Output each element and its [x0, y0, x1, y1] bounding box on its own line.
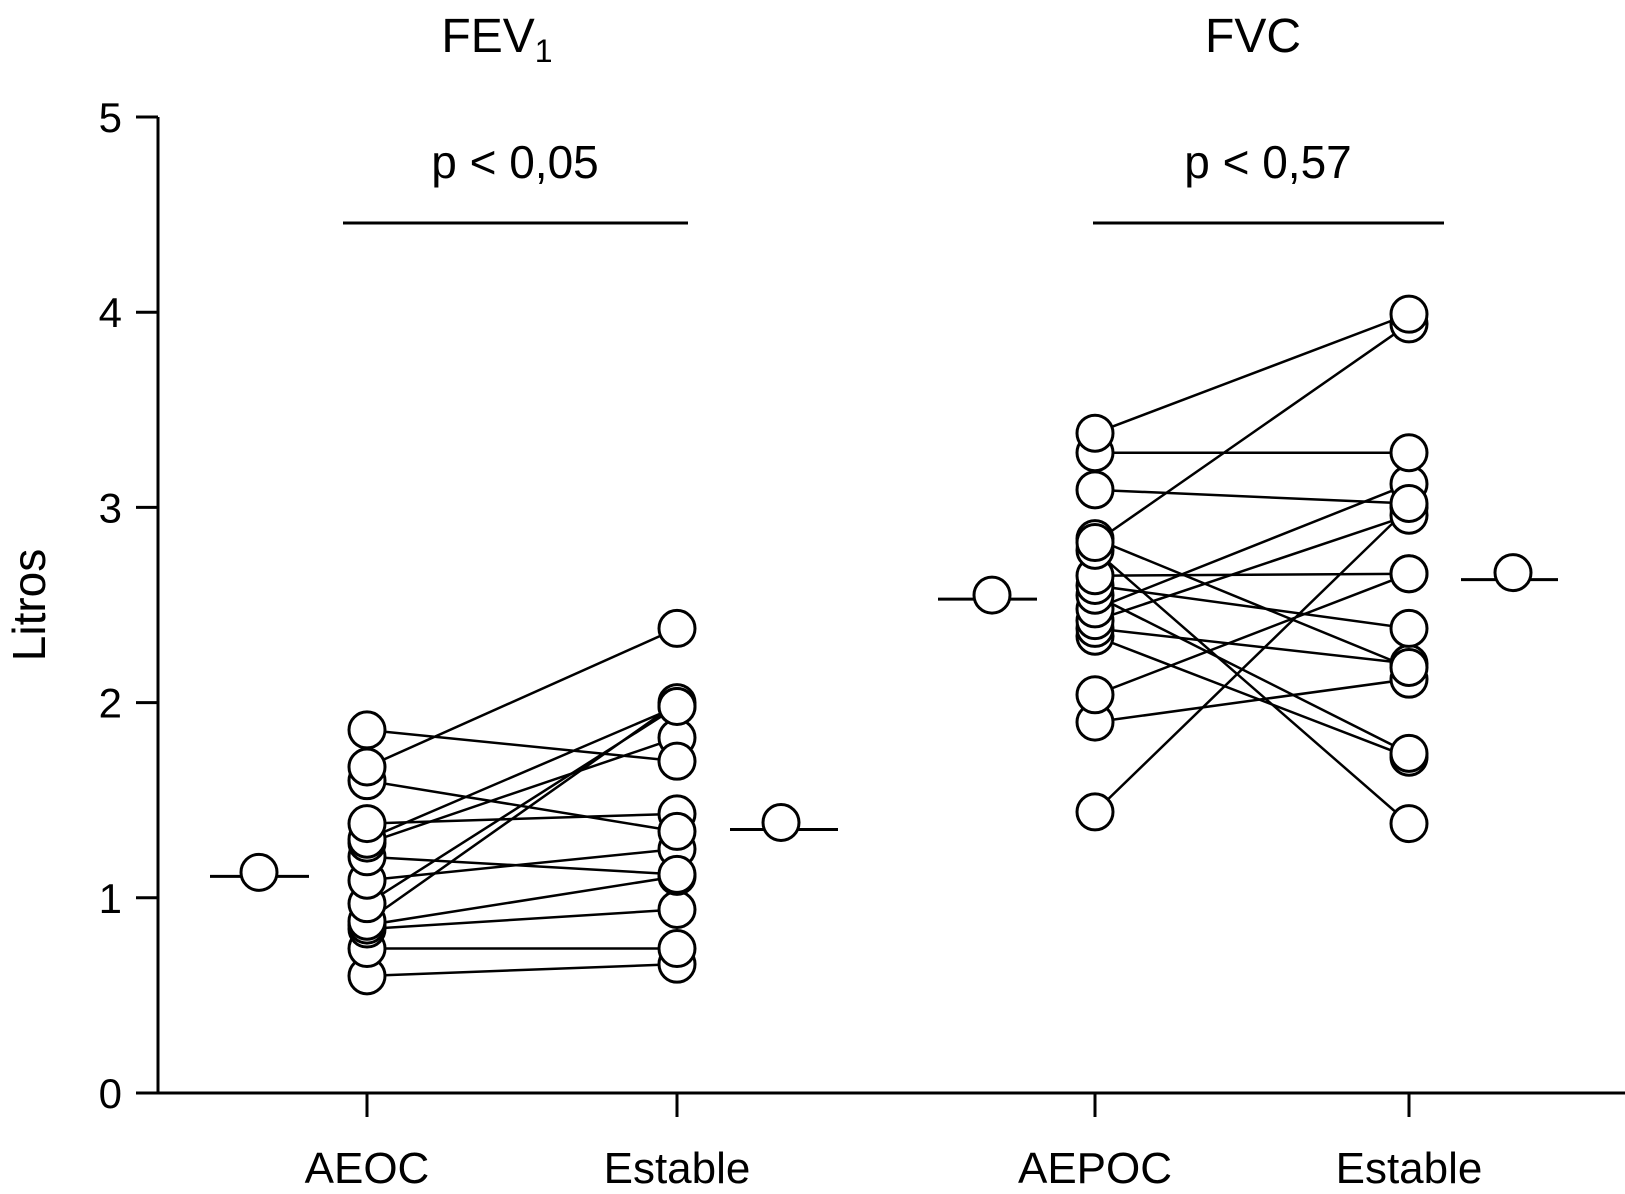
x-tick-label: Estable	[604, 1144, 751, 1193]
pair-line	[1094, 572, 1410, 577]
axes: 0 1 2 3 4 5 AEOC Estable AEPOC Estable	[99, 94, 1625, 1193]
point-right	[1389, 483, 1429, 523]
panels: FEV1 p < 0,05 FVC p < 0,57	[210, 10, 1558, 996]
point-right	[1389, 647, 1429, 687]
point-left	[1075, 523, 1115, 563]
pair-line	[366, 812, 678, 825]
point-left	[347, 804, 387, 844]
pair-line	[1094, 677, 1410, 724]
mean-marker-left	[239, 852, 279, 892]
point-right	[657, 854, 697, 894]
panel-title: FEV1	[441, 10, 552, 69]
pair-line	[1094, 506, 1410, 813]
point-right	[657, 929, 697, 969]
pair-line	[1094, 627, 1410, 665]
pair-line	[1094, 482, 1410, 611]
y-ticks: 0 1 2 3 4 5	[99, 94, 158, 1117]
pair-line	[366, 705, 678, 841]
pair-line	[1094, 514, 1410, 622]
point-right	[657, 687, 697, 727]
x-tick-label: Estable	[1336, 1144, 1483, 1193]
y-axis-label: Litros	[3, 549, 55, 661]
paired-lines	[366, 627, 678, 978]
point-left	[1075, 675, 1115, 715]
pair-line	[1094, 572, 1410, 696]
point-left	[347, 710, 387, 750]
y-tick-label: 5	[99, 94, 122, 141]
point-right	[657, 890, 697, 930]
pair-line	[366, 855, 678, 876]
points	[1075, 294, 1429, 844]
pair-line	[1094, 549, 1410, 825]
x-tick-label: AEOC	[305, 1144, 430, 1193]
points	[347, 608, 697, 996]
pair-line	[366, 875, 678, 927]
p-value-label: p < 0,05	[431, 136, 599, 188]
point-left	[1075, 413, 1115, 453]
panel-2: FVC p < 0,57	[938, 10, 1558, 844]
panel-1: FEV1 p < 0,05	[210, 10, 838, 996]
mean-marker-right	[761, 802, 801, 842]
x-tick-label: AEPOC	[1018, 1144, 1172, 1193]
y-tick-label: 4	[99, 289, 122, 336]
pair-line	[1094, 594, 1410, 755]
pair-line	[1094, 584, 1410, 630]
point-right	[1389, 433, 1429, 473]
point-right	[1389, 554, 1429, 594]
point-right	[657, 811, 697, 851]
pair-line	[1094, 488, 1410, 505]
point-right	[1389, 294, 1429, 334]
pair-line	[1094, 537, 1410, 669]
pair-line	[366, 627, 678, 769]
mean-marker-left	[972, 575, 1012, 615]
pair-line	[366, 962, 678, 978]
point-left	[1075, 792, 1115, 832]
pair-line	[1094, 312, 1410, 435]
pair-line	[366, 736, 678, 845]
y-tick-label: 0	[99, 1070, 122, 1117]
point-right	[1389, 733, 1429, 773]
x-ticks: AEOC Estable AEPOC Estable	[305, 1093, 1483, 1193]
paired-lines	[1094, 312, 1410, 825]
y-tick-label: 2	[99, 680, 122, 727]
point-right	[657, 741, 697, 781]
point-right	[657, 608, 697, 648]
point-left	[1075, 470, 1115, 510]
panel-title: FVC	[1205, 10, 1301, 63]
pair-line	[366, 908, 678, 931]
y-tick-label: 1	[99, 875, 122, 922]
point-right	[1389, 804, 1429, 844]
y-tick-label: 3	[99, 484, 122, 531]
mean-marker-right	[1493, 553, 1533, 593]
point-right	[1389, 608, 1429, 648]
pair-line	[366, 728, 678, 763]
pair-line	[366, 779, 678, 833]
pair-line	[1094, 635, 1410, 759]
point-left	[347, 747, 387, 787]
pair-line	[1094, 322, 1410, 544]
p-value-label: p < 0,57	[1184, 136, 1352, 188]
